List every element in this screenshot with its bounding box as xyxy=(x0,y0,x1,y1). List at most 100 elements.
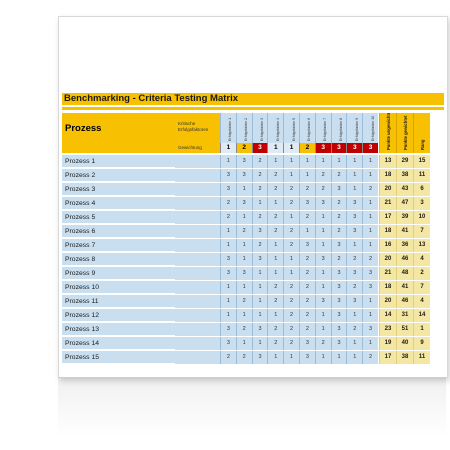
prozess-header: Prozess xyxy=(62,113,175,153)
score-cell: 2 xyxy=(346,281,363,294)
criteria-header: Erfolgsfaktor 2 xyxy=(235,113,252,143)
weight-cell: 3 xyxy=(362,143,378,153)
points-weighted-cell: 46 xyxy=(396,295,413,308)
criteria-header: Erfolgsfaktor 4 xyxy=(267,113,284,143)
score-cell: 1 xyxy=(346,155,363,168)
rank-cell: 3 xyxy=(413,197,430,210)
table-row: Prozess 4 2 3 1 1 2 3 3 2 3 1 21 47 3 xyxy=(62,197,444,211)
spacer-cell xyxy=(175,253,220,267)
table-row: Prozess 2 3 3 2 2 1 1 2 2 1 1 18 38 11 xyxy=(62,169,444,183)
process-name-cell: Prozess 11 xyxy=(62,295,175,308)
spacer-cell xyxy=(175,281,220,295)
score-cell: 2 xyxy=(330,197,347,210)
weight-cell: 1 xyxy=(220,143,236,153)
score-cell: 1 xyxy=(251,197,268,210)
score-cell: 1 xyxy=(299,155,315,168)
score-cell: 2 xyxy=(283,225,299,238)
summary-header-label: Punkte ungewichtet xyxy=(386,113,391,150)
matrix-title: Benchmarking - Criteria Testing Matrix xyxy=(62,93,444,105)
points-weighted-cell: 39 xyxy=(396,211,413,224)
spacer-cell xyxy=(175,225,220,239)
weight-cell: 3 xyxy=(314,143,331,153)
criteria-header: Erfolgsfaktor 9 xyxy=(346,113,363,143)
process-name-cell: Prozess 3 xyxy=(62,183,175,196)
score-cell: 2 xyxy=(267,337,284,350)
points-unweighted-cell: 19 xyxy=(379,337,396,350)
summary-header: Rang xyxy=(413,113,430,153)
criteria-header: Erfolgsfaktor 8 xyxy=(330,113,347,143)
score-cell: 1 xyxy=(314,225,331,238)
score-cell: 1 xyxy=(251,309,268,322)
points-weighted-cell: 38 xyxy=(396,351,413,364)
score-cell: 1 xyxy=(314,267,331,280)
score-cell: 2 xyxy=(220,197,236,210)
score-cell: 1 xyxy=(267,351,284,364)
score-cell: 2 xyxy=(299,253,315,266)
points-weighted-cell: 51 xyxy=(396,323,413,336)
score-cell: 1 xyxy=(283,351,299,364)
score-cell: 1 xyxy=(220,225,236,238)
criteria-header-label: Erfolgsfaktor 9 xyxy=(354,117,359,141)
table-row: Prozess 13 3 2 3 2 2 2 1 3 2 3 23 51 1 xyxy=(62,323,444,337)
score-cell: 1 xyxy=(283,267,299,280)
score-cell: 3 xyxy=(299,197,315,210)
score-cell: 2 xyxy=(299,323,315,336)
table-row: Prozess 14 3 1 1 2 2 3 2 3 1 1 19 40 9 xyxy=(62,337,444,351)
score-cell: 3 xyxy=(346,211,363,224)
weight-cell: 1 xyxy=(283,143,299,153)
score-cell: 2 xyxy=(220,351,236,364)
score-cell: 2 xyxy=(251,183,268,196)
spacer-cell xyxy=(175,323,220,337)
kritische-erfolgsfaktoren-label: Kritische Erfolgsfaktoren xyxy=(175,113,220,143)
score-cell: 3 xyxy=(314,295,331,308)
score-cell: 2 xyxy=(267,323,284,336)
table-row: Prozess 6 1 2 3 2 2 1 1 2 3 1 18 41 7 xyxy=(62,225,444,239)
points-weighted-cell: 46 xyxy=(396,253,413,266)
score-cell: 1 xyxy=(314,239,331,252)
criteria-header: Erfolgsfaktor 3 xyxy=(251,113,268,143)
score-cell: 2 xyxy=(267,295,284,308)
spacer-cell xyxy=(175,169,220,183)
points-unweighted-cell: 14 xyxy=(379,309,396,322)
score-cell: 2 xyxy=(267,225,284,238)
score-cell: 2 xyxy=(283,323,299,336)
criteria-header-label: Erfolgsfaktor 7 xyxy=(323,117,328,141)
score-cell: 1 xyxy=(283,155,299,168)
criteria-header: Erfolgsfaktor 7 xyxy=(314,113,331,143)
criteria-header-label: Erfolgsfaktor 3 xyxy=(259,117,264,141)
points-weighted-cell: 36 xyxy=(396,239,413,252)
score-cell: 2 xyxy=(267,169,284,182)
score-cell: 3 xyxy=(314,197,331,210)
score-cell: 2 xyxy=(283,183,299,196)
summary-header: Punkte gewichtet xyxy=(396,113,413,153)
score-cell: 3 xyxy=(220,183,236,196)
points-unweighted-cell: 23 xyxy=(379,323,396,336)
score-cell: 1 xyxy=(235,211,252,224)
score-cell: 2 xyxy=(346,253,363,266)
score-cell: 3 xyxy=(251,225,268,238)
weight-cell: 1 xyxy=(267,143,284,153)
score-cell: 3 xyxy=(346,225,363,238)
score-cell: 1 xyxy=(299,225,315,238)
points-weighted-cell: 40 xyxy=(396,337,413,350)
points-weighted-cell: 29 xyxy=(396,155,413,168)
table-row: Prozess 3 3 1 2 2 2 2 2 3 1 2 20 43 6 xyxy=(62,183,444,197)
score-cell: 1 xyxy=(362,169,378,182)
score-cell: 1 xyxy=(220,309,236,322)
spacer-cell xyxy=(175,197,220,211)
score-cell: 2 xyxy=(299,267,315,280)
table-row: Prozess 12 1 1 1 1 2 2 1 3 1 1 14 31 14 xyxy=(62,309,444,323)
rank-cell: 9 xyxy=(413,337,430,350)
criteria-header-label: Erfolgsfaktor 6 xyxy=(307,117,312,141)
spacer-cell xyxy=(175,351,220,365)
points-unweighted-cell: 20 xyxy=(379,295,396,308)
page-reflection xyxy=(58,377,446,437)
table-row: Prozess 5 2 1 2 2 1 2 1 2 3 1 17 39 10 xyxy=(62,211,444,225)
rank-cell: 13 xyxy=(413,239,430,252)
process-name-cell: Prozess 5 xyxy=(62,211,175,224)
table-row: Prozess 1 1 3 2 1 1 1 1 1 1 1 13 29 15 xyxy=(62,155,444,169)
score-cell: 2 xyxy=(314,169,331,182)
points-unweighted-cell: 20 xyxy=(379,183,396,196)
score-cell: 3 xyxy=(235,155,252,168)
score-cell: 3 xyxy=(299,337,315,350)
